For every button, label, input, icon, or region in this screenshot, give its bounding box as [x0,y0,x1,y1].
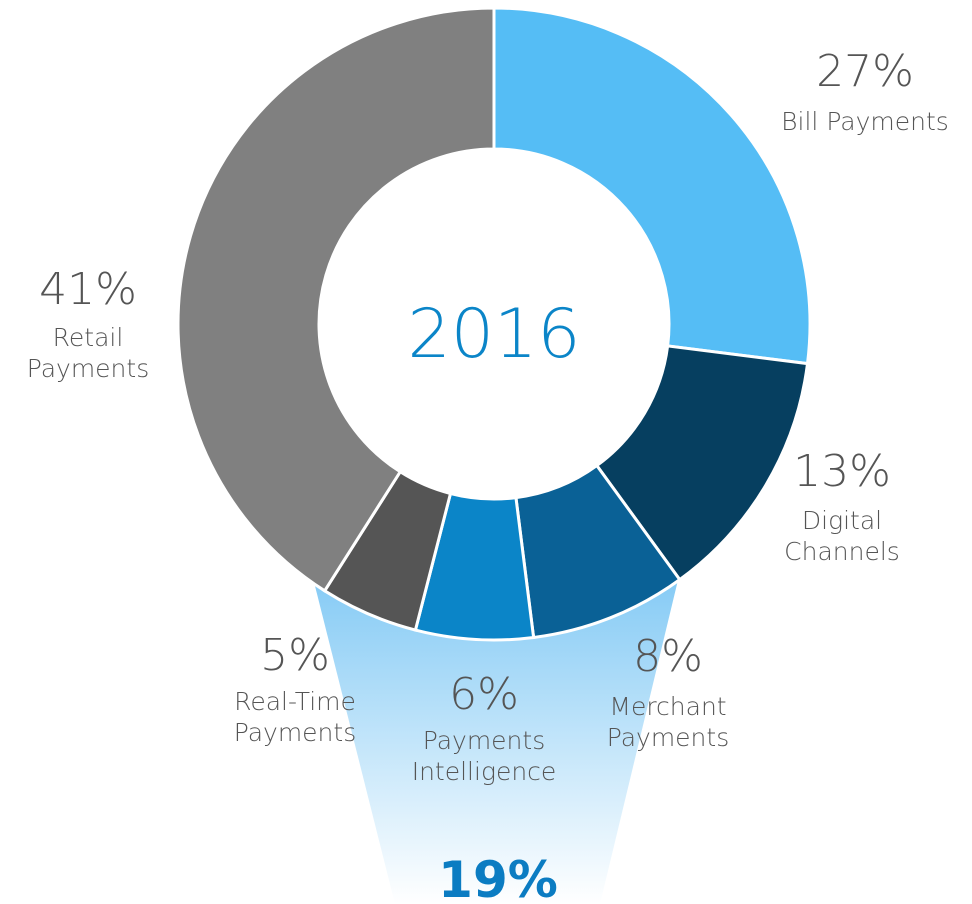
category-label: Digital Channels [784,506,900,566]
category-label: Payments Intelligence [411,726,557,786]
center-label: 2016 [407,295,581,374]
value-label: 5% [260,630,330,681]
highlight-funnel [314,580,678,904]
value-label: 13% [793,446,891,497]
donut-segment [176,6,496,593]
category-label: Merchant Payments [606,692,730,752]
donut-segment [594,344,810,582]
category-label: Retail Payments [26,323,150,383]
highlight-label: 19% [438,851,558,904]
value-label: 27% [816,46,914,97]
donut-segment [492,6,812,366]
value-label: 41% [39,264,137,315]
value-label: 8% [633,631,703,682]
category-label: Bill Payments [781,107,949,136]
category-label: Real-Time Payments [233,687,357,747]
value-label: 6% [449,669,519,720]
